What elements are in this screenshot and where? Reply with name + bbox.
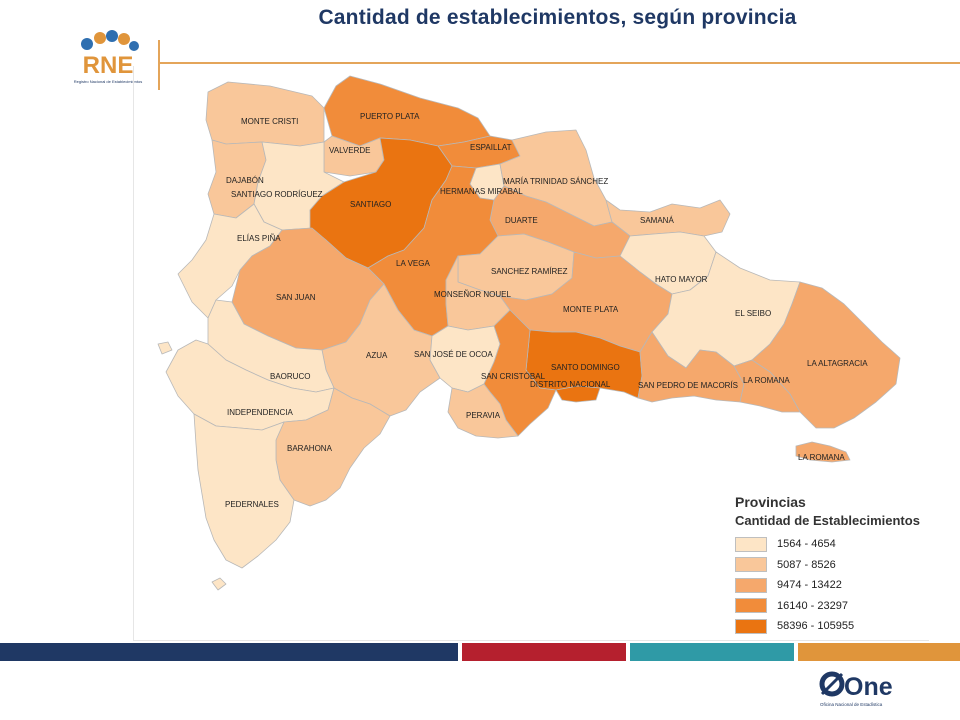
province-label: LA ALTAGRACIA	[807, 359, 868, 368]
province-san-cristobal[interactable]	[483, 309, 557, 437]
map-legend: Provincias Cantidad de Establecimientos …	[733, 494, 943, 637]
province-label: SAN JUAN	[276, 293, 316, 302]
legend-subtitle: Cantidad de Establecimientos	[735, 513, 920, 528]
province-la-altagracia[interactable]	[751, 281, 901, 429]
province-label: VALVERDE	[329, 146, 371, 155]
province-label: EL SEIBO	[735, 309, 771, 318]
one-logo-caption: Oficina Nacional de Estadística	[820, 702, 883, 707]
province-label: DUARTE	[505, 216, 538, 225]
western-coast-islet	[157, 341, 173, 355]
legend-item: 5087 - 8526	[733, 555, 943, 576]
province-distrito-nacional[interactable]	[555, 385, 601, 403]
title-divider-vertical	[158, 40, 160, 90]
logo-dot-icon	[81, 38, 93, 50]
province-label: LA VEGA	[396, 259, 430, 268]
beata-island	[211, 577, 227, 591]
province-label: SAN PEDRO DE MACORÍS	[638, 381, 738, 390]
logo-dot-icon	[118, 33, 130, 45]
one-logo-text: One	[844, 673, 893, 701]
legend-item: 9474 - 13422	[733, 575, 943, 596]
province-label: BARAHONA	[287, 444, 333, 453]
province-label: LA ROMANA	[798, 453, 845, 462]
province-label: PERAVIA	[466, 411, 501, 420]
province-pedernales[interactable]	[193, 413, 295, 569]
logo-dot-icon	[94, 32, 106, 44]
province-label: MARÍA TRINIDAD SÁNCHEZ	[503, 177, 608, 186]
province-label: DAJABÓN	[226, 176, 264, 185]
province-label: SAMANÁ	[640, 216, 674, 225]
legend-range-label: 16140 - 23297	[777, 599, 848, 612]
province-peravia[interactable]	[447, 383, 519, 439]
province-label: DISTRITO NACIONAL	[530, 380, 611, 389]
province-label: PEDERNALES	[225, 500, 279, 509]
legend-swatch	[735, 536, 767, 552]
province-label: ESPAILLAT	[470, 143, 512, 152]
province-label: PUERTO PLATA	[360, 112, 420, 121]
logo-dot-icon	[106, 30, 118, 42]
province-label: BAORUCO	[270, 372, 310, 381]
province-label: SAN CRISTÓBAL	[481, 372, 546, 381]
rne-logo-text: RNE	[83, 52, 134, 79]
province-label: SAN JOSÉ DE OCOA	[414, 350, 493, 359]
page-title: Cantidad de establecimientos, según prov…	[318, 6, 797, 29]
legend-range-label: 5087 - 8526	[777, 558, 836, 571]
one-logo-ring-icon	[819, 671, 845, 697]
province-label: HATO MAYOR	[655, 275, 708, 284]
footer-stripe-red	[462, 643, 626, 661]
legend-title: Provincias	[735, 494, 806, 510]
province-label: MONTE CRISTI	[241, 117, 298, 126]
province-label: ELÍAS PIÑA	[237, 234, 281, 243]
province-label: INDEPENDENCIA	[227, 408, 293, 417]
footer-stripe-navy	[0, 643, 458, 661]
province-label: SANTIAGO RODRÍGUEZ	[231, 190, 323, 199]
logo-dot-icon	[129, 41, 139, 51]
province-label: SANTO DOMINGO	[551, 363, 620, 372]
province-label: MONSEÑOR NOUEL	[434, 290, 511, 299]
footer-stripe-orange	[798, 643, 960, 661]
legend-swatch	[735, 557, 767, 573]
province-label: AZUA	[366, 351, 388, 360]
province-la-romana-island[interactable]	[795, 441, 851, 463]
legend-swatch	[735, 598, 767, 614]
legend-item: 58396 - 105955	[733, 616, 943, 637]
legend-item: 1564 - 4654	[733, 534, 943, 555]
legend-swatch	[735, 577, 767, 593]
legend-item: 16140 - 23297	[733, 596, 943, 617]
map-frame	[133, 66, 929, 641]
rne-logo-caption: Registro Nacional de Establecimientos	[74, 79, 142, 84]
footer-stripe-teal	[630, 643, 794, 661]
province-puerto-plata[interactable]	[323, 75, 491, 147]
province-monte-cristi[interactable]	[205, 81, 325, 147]
province-label: SANTIAGO	[350, 200, 391, 209]
province-label: SANCHEZ RAMÍREZ	[491, 267, 568, 276]
legend-range-label: 1564 - 4654	[777, 538, 836, 551]
province-la-romana[interactable]	[733, 359, 801, 413]
province-label: HERMANAS MIRABAL	[440, 187, 523, 196]
legend-swatch	[735, 618, 767, 634]
province-elias-pina[interactable]	[177, 203, 283, 319]
title-divider-horizontal	[158, 62, 960, 64]
legend-range-label: 9474 - 13422	[777, 579, 842, 592]
legend-range-label: 58396 - 105955	[777, 620, 855, 633]
rne-logo: RNE Registro Nacional de Establecimiento…	[74, 30, 142, 84]
one-logo-slash-icon	[820, 672, 844, 696]
legend-rows: 1564 - 4654 5087 - 8526 9474 - 13422 16140 …	[733, 534, 943, 637]
one-logo: One Oficina Nacional de Estadística	[819, 671, 893, 707]
province-label: MONTE PLATA	[563, 305, 619, 314]
province-label: LA ROMANA	[743, 376, 790, 385]
